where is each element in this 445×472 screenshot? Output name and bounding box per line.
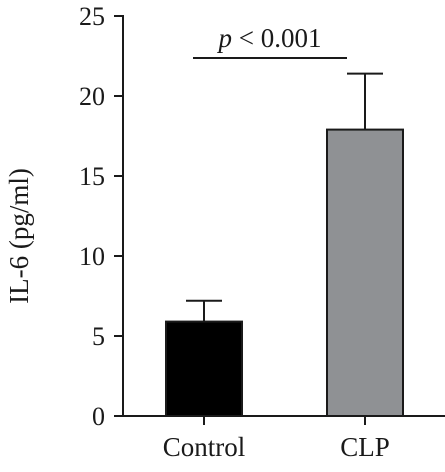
x-tick-label: CLP xyxy=(340,432,390,462)
p-symbol: p xyxy=(217,23,233,53)
bar-clp xyxy=(326,128,404,417)
x-axis: Control CLP xyxy=(122,415,445,462)
bar-control xyxy=(165,320,243,418)
bars xyxy=(165,72,404,418)
p-value-text: < 0.001 xyxy=(232,23,321,53)
y-tick-label: 0 xyxy=(92,402,105,431)
x-tick-label: Control xyxy=(163,432,246,462)
y-tick-label: 20 xyxy=(79,82,105,111)
y-tick-label: 25 xyxy=(79,2,105,31)
y-tick-label: 15 xyxy=(79,162,105,191)
p-value-label: p < 0.001 xyxy=(217,23,322,53)
y-axis-label: IL-6 (pg/ml) xyxy=(4,168,34,304)
y-tick-label: 5 xyxy=(92,322,105,351)
y-axis: 0 5 10 15 20 25 xyxy=(79,2,124,431)
significance-annotation: p < 0.001 xyxy=(193,23,347,59)
y-tick-label: 10 xyxy=(79,242,105,271)
